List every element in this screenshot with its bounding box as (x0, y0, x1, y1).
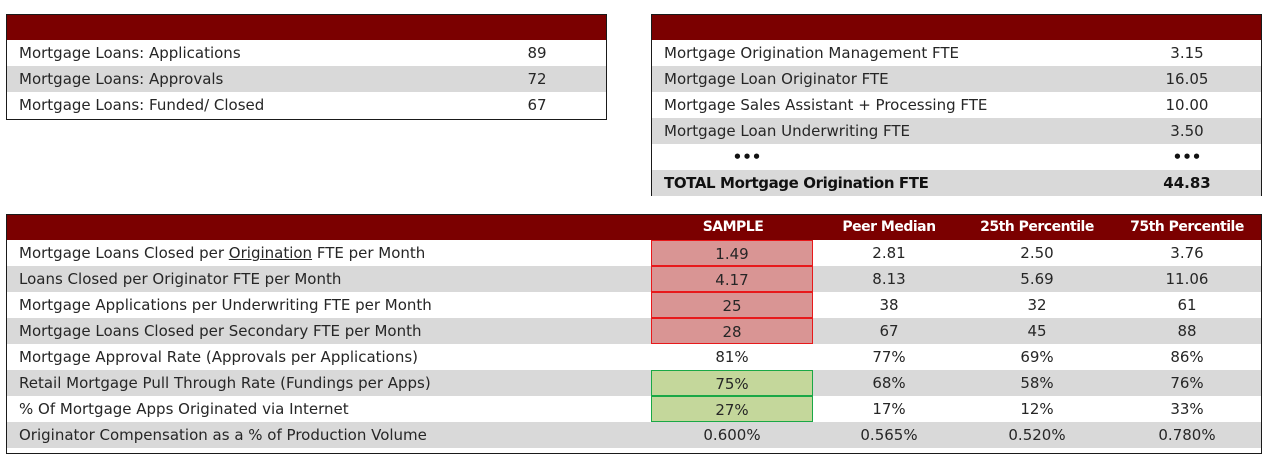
table-row: Mortgage Origination Management FTE 3.15 (652, 40, 1261, 66)
row-value: 89 (527, 44, 547, 62)
row-label-part: FTE per Month (312, 244, 426, 262)
median-cell: 17% (872, 400, 906, 418)
ellipsis-value: ••• (1172, 148, 1202, 166)
table-row: Mortgage Loan Originator FTE 16.05 (652, 66, 1261, 92)
ellipsis-label: ••• (732, 148, 762, 166)
table-row: Loans Closed per Originator FTE per Mont… (7, 266, 1261, 292)
sample-cell: 4.17 (651, 266, 813, 292)
table-row: Mortgage Applications per Underwriting F… (7, 292, 1261, 318)
median-cell: 38 (879, 296, 899, 314)
median-cell: 67 (879, 322, 899, 340)
sample-cell: 28 (651, 318, 813, 344)
table-row: Mortgage Loans Closed per Secondary FTE … (7, 318, 1261, 344)
row-label: Mortgage Loans: Funded/ Closed (19, 96, 265, 114)
table-row: Mortgage Loans Closed per Origination FT… (7, 240, 1261, 266)
row-label: Mortgage Approval Rate (Approvals per Ap… (19, 348, 419, 366)
p75-cell: 33% (1170, 400, 1204, 418)
fte-table: Mortgage Origination Management FTE 3.15… (651, 14, 1262, 196)
row-value: 3.50 (1170, 122, 1204, 140)
column-header-75th-percentile: 75th Percentile (1130, 219, 1244, 235)
p75-cell: 88 (1177, 322, 1197, 340)
sample-cell: 0.600% (703, 426, 761, 444)
median-cell: 77% (872, 348, 906, 366)
row-value: 10.00 (1165, 96, 1209, 114)
p75-cell: 0.780% (1158, 426, 1216, 444)
total-label: TOTAL Mortgage Origination FTE (664, 174, 929, 192)
p25-cell: 32 (1027, 296, 1047, 314)
sample-cell: 25 (651, 292, 813, 318)
p25-cell: 58% (1020, 374, 1054, 392)
p25-cell: 2.50 (1020, 244, 1054, 262)
row-label: Mortgage Loans: Applications (19, 44, 241, 62)
p25-cell: 12% (1020, 400, 1054, 418)
p25-cell: 0.520% (1008, 426, 1066, 444)
column-header-25th-percentile: 25th Percentile (980, 219, 1094, 235)
row-label: Mortgage Origination Management FTE (664, 44, 960, 62)
p75-cell: 3.76 (1170, 244, 1204, 262)
row-label: Mortgage Loans Closed per Secondary FTE … (19, 322, 422, 340)
metrics-table-header: SAMPLE Peer Median 25th Percentile 75th … (7, 215, 1261, 240)
table-row: Mortgage Approval Rate (Approvals per Ap… (7, 344, 1261, 370)
row-label: Mortgage Loan Underwriting FTE (664, 122, 910, 140)
row-label: Mortgage Loans: Approvals (19, 70, 224, 88)
row-label: Loans Closed per Originator FTE per Mont… (19, 270, 342, 288)
table-row-ellipsis: ••• ••• (652, 144, 1261, 170)
table-row: Mortgage Loan Underwriting FTE 3.50 (652, 118, 1261, 144)
p75-cell: 86% (1170, 348, 1204, 366)
row-value: 16.05 (1165, 70, 1209, 88)
table-row: % Of Mortgage Apps Originated via Intern… (7, 396, 1261, 422)
table-row: Mortgage Loans: Applications 89 (7, 40, 606, 66)
median-cell: 68% (872, 374, 906, 392)
table-row: Originator Compensation as a % of Produc… (7, 422, 1261, 448)
total-value: 44.83 (1163, 174, 1211, 192)
table-row: Mortgage Loans: Funded/ Closed 67 (7, 92, 606, 118)
row-label-part: Mortgage Loans Closed per (19, 244, 229, 262)
fte-table-header (652, 15, 1261, 40)
p75-cell: 61 (1177, 296, 1197, 314)
p75-cell: 76% (1170, 374, 1204, 392)
total-row: TOTAL Mortgage Origination FTE 44.83 (652, 170, 1261, 196)
volume-table: Mortgage Loans: Applications 89 Mortgage… (6, 14, 607, 120)
row-label: % Of Mortgage Apps Originated via Intern… (19, 400, 349, 418)
median-cell: 8.13 (872, 270, 906, 288)
column-header-peer-median: Peer Median (842, 219, 936, 235)
p75-cell: 11.06 (1165, 270, 1209, 288)
row-value: 72 (527, 70, 547, 88)
row-label: Mortgage Loan Originator FTE (664, 70, 889, 88)
row-label-underlined: Origination (228, 244, 313, 262)
row-label: Mortgage Sales Assistant + Processing FT… (664, 96, 988, 114)
p25-cell: 5.69 (1020, 270, 1054, 288)
row-label: Mortgage Loans Closed per Origination FT… (7, 244, 425, 262)
metrics-table: SAMPLE Peer Median 25th Percentile 75th … (6, 214, 1262, 454)
table-row: Mortgage Sales Assistant + Processing FT… (652, 92, 1261, 118)
volume-table-header (7, 15, 606, 40)
sample-cell: 1.49 (651, 240, 813, 266)
p25-cell: 45 (1027, 322, 1047, 340)
column-header-sample: SAMPLE (702, 219, 764, 235)
row-value: 3.15 (1170, 44, 1204, 62)
row-label: Retail Mortgage Pull Through Rate (Fundi… (19, 374, 431, 392)
median-cell: 2.81 (872, 244, 906, 262)
table-row: Mortgage Loans: Approvals 72 (7, 66, 606, 92)
sample-cell: 81% (715, 348, 749, 366)
sample-cell: 75% (651, 370, 813, 396)
p25-cell: 69% (1020, 348, 1054, 366)
sample-cell: 27% (651, 396, 813, 422)
row-label: Originator Compensation as a % of Produc… (19, 426, 427, 444)
row-label: Mortgage Applications per Underwriting F… (19, 296, 432, 314)
row-value: 67 (527, 96, 547, 114)
median-cell: 0.565% (860, 426, 918, 444)
table-row: Retail Mortgage Pull Through Rate (Fundi… (7, 370, 1261, 396)
